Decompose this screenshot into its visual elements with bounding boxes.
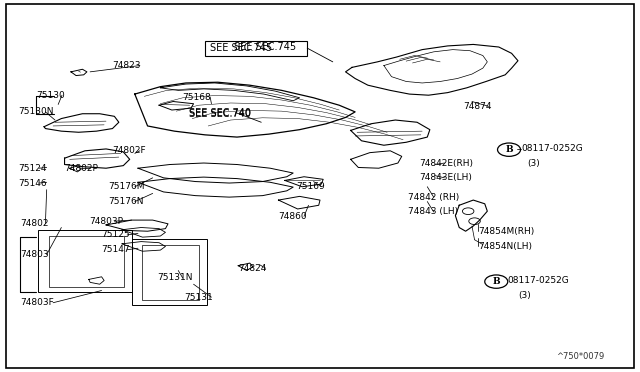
Circle shape [497, 143, 520, 156]
Text: B: B [505, 145, 513, 154]
Text: 74843 (LH): 74843 (LH) [408, 208, 458, 217]
Text: 75131: 75131 [184, 293, 213, 302]
Bar [49, 235, 124, 287]
Text: 74803: 74803 [20, 250, 49, 259]
Text: 75146: 75146 [19, 179, 47, 187]
Text: 74842 (RH): 74842 (RH) [408, 193, 460, 202]
Text: SEE SEC.745: SEE SEC.745 [234, 42, 296, 52]
Text: 08117-0252G: 08117-0252G [507, 276, 569, 285]
Text: 74803P: 74803P [89, 217, 123, 226]
Text: 74824: 74824 [238, 264, 267, 273]
Text: 75147: 75147 [102, 245, 130, 254]
Bar [143, 245, 198, 300]
Text: (3): (3) [518, 291, 531, 300]
Text: 75130N: 75130N [19, 108, 54, 116]
Text: 75169: 75169 [296, 182, 324, 191]
Text: 74802F: 74802F [113, 146, 146, 155]
Text: 75176M: 75176M [108, 182, 145, 191]
Text: 74854N(LH): 74854N(LH) [478, 241, 532, 250]
Text: 74874: 74874 [463, 102, 492, 111]
Text: 75124: 75124 [19, 164, 47, 173]
Text: 74854M(RH): 74854M(RH) [478, 227, 534, 236]
Text: 74803F: 74803F [20, 298, 54, 307]
Text: 75176N: 75176N [108, 197, 143, 206]
Text: (3): (3) [527, 159, 540, 168]
Bar [205, 41, 307, 55]
Text: 74802P: 74802P [65, 164, 99, 173]
Text: 75131N: 75131N [157, 273, 193, 282]
Text: SEE SEC.740: SEE SEC.740 [189, 109, 251, 119]
Text: 75168: 75168 [182, 93, 211, 102]
Text: 74802: 74802 [20, 219, 49, 228]
Bar [38, 231, 132, 292]
Text: 75125: 75125 [102, 230, 130, 240]
Text: 74843E(LH): 74843E(LH) [419, 173, 472, 182]
Circle shape [484, 275, 508, 288]
Text: SEE SEC.745: SEE SEC.745 [210, 43, 272, 53]
Text: 74860: 74860 [278, 212, 307, 221]
Text: ^750*0079: ^750*0079 [556, 352, 605, 361]
Bar [132, 238, 207, 305]
Text: 74823: 74823 [113, 61, 141, 70]
Text: B: B [492, 277, 500, 286]
Text: 08117-0252G: 08117-0252G [521, 144, 583, 153]
Text: SEE SEC.740: SEE SEC.740 [189, 108, 251, 118]
Text: 74842E(RH): 74842E(RH) [419, 158, 473, 167]
Text: 75130: 75130 [36, 91, 65, 100]
